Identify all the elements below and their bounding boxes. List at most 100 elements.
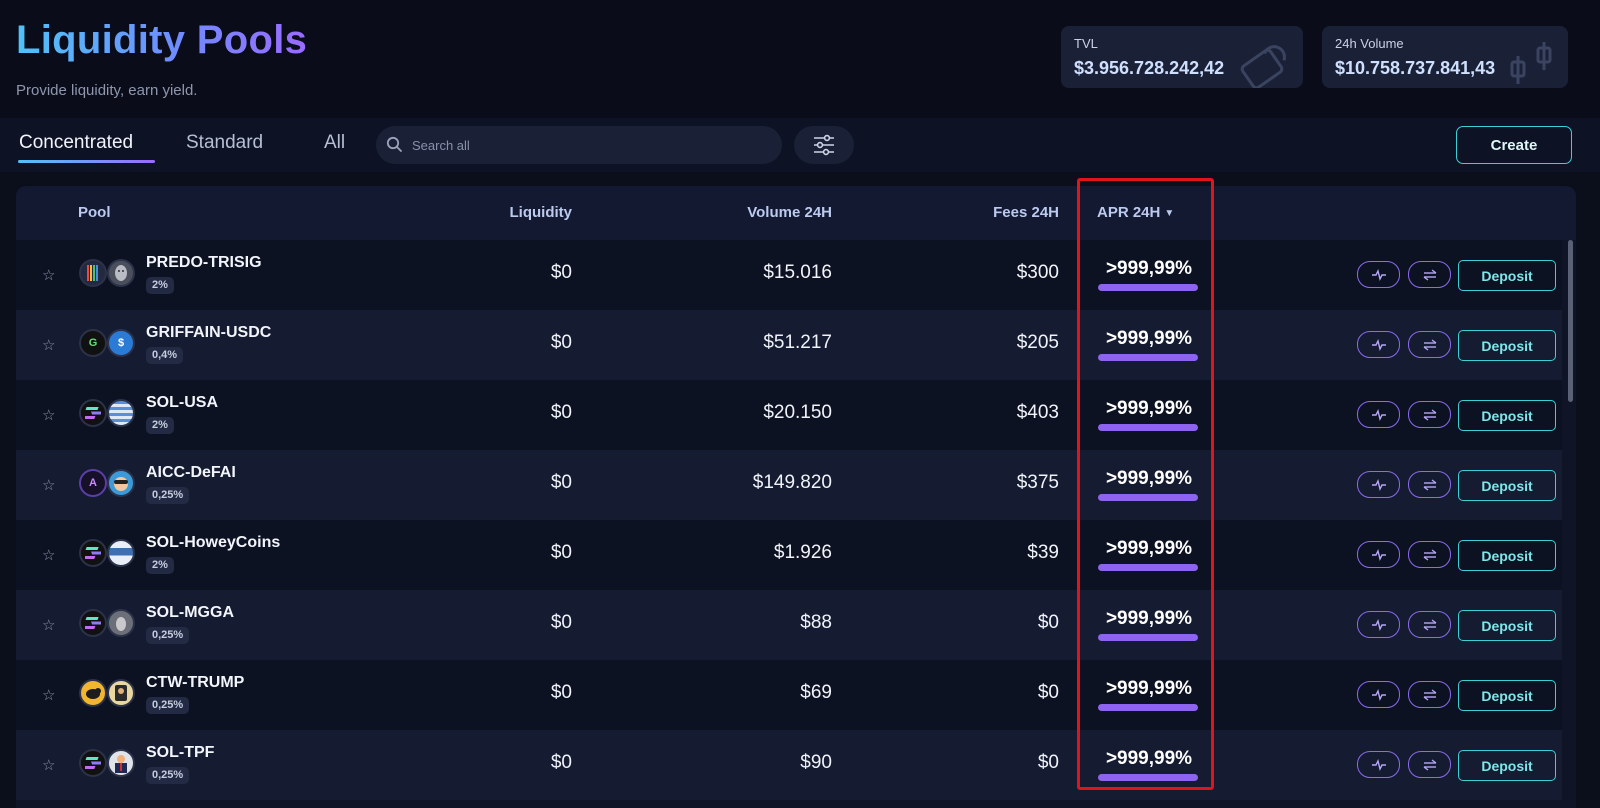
sliders-icon [814,134,834,156]
fees-value: $205 [1016,332,1059,353]
swap-icon [1423,478,1436,491]
deposit-button[interactable]: Deposit [1458,610,1556,641]
column-liquidity[interactable]: Liquidity [509,204,573,221]
chart-button[interactable] [1357,541,1400,568]
pool-name[interactable]: GRIFFAIN-USDC [146,324,272,341]
swap-button[interactable] [1408,611,1451,638]
apr-bar [1098,284,1198,291]
column-fees[interactable]: Fees 24H [993,204,1059,221]
swap-icon [1423,408,1436,421]
token-icon [79,679,107,707]
swap-button[interactable] [1408,261,1451,288]
chart-button[interactable] [1357,611,1400,638]
table-row[interactable]: ☆ CTW-TRUMP 0,25% $0 $69 $0 >999,99% Dep… [16,660,1562,730]
fee-badge: 0,25% [146,487,190,504]
swap-button[interactable] [1408,751,1451,778]
pool-name[interactable]: SOL-HoweyCoins [146,534,281,551]
star-icon[interactable]: ☆ [42,757,56,774]
pool-name[interactable]: SOL-TPF [146,744,215,761]
star-icon[interactable]: ☆ [42,547,56,564]
star-icon[interactable]: ☆ [42,407,56,424]
star-icon[interactable]: ☆ [42,267,56,284]
apr-value: >999,99% [1105,678,1193,699]
swap-icon [1423,688,1436,701]
deposit-button[interactable]: Deposit [1458,540,1556,571]
pool-name[interactable]: AICC-DeFAI [146,464,236,481]
table-row[interactable]: ☆ SOL-MGGA 0,25% $0 $88 $0 >999,99% Depo… [16,590,1562,660]
apr-value: >999,99% [1105,328,1193,349]
volume-value: $69 [800,682,832,703]
lock-icon [1240,45,1286,88]
star-icon[interactable]: ☆ [42,337,56,354]
table-row[interactable]: ☆ A AICC-DeFAI 0,25% $0 $149.820 $375 >9… [16,450,1562,520]
activity-icon [1371,478,1386,491]
fee-badge: 0,25% [146,767,190,784]
table-row[interactable]: ☆ PREDO-TRISIG 2% $0 $15.016 $300 >999,9… [16,240,1562,310]
liquidity-value: $0 [550,752,572,773]
swap-button[interactable] [1408,471,1451,498]
volume-value: $1.926 [773,542,832,563]
deposit-button[interactable]: Deposit [1458,680,1556,711]
token-icon [107,259,135,287]
swap-icon [1423,338,1436,351]
apr-bar [1098,774,1198,781]
star-icon[interactable]: ☆ [42,687,56,704]
token-icon [107,539,135,567]
deposit-button[interactable]: Deposit [1458,330,1556,361]
swap-button[interactable] [1408,541,1451,568]
pool-name[interactable]: SOL-USA [146,394,218,411]
search-box [376,126,782,164]
liquidity-value: $0 [550,542,572,563]
search-input[interactable] [412,126,772,164]
chart-button[interactable] [1357,751,1400,778]
column-pool[interactable]: Pool [78,204,111,221]
pool-name[interactable]: PREDO-TRISIG [146,254,262,271]
swap-button[interactable] [1408,331,1451,358]
chart-button[interactable] [1357,471,1400,498]
pool-name[interactable]: SOL-MGGA [146,604,234,621]
liquidity-value: $0 [550,612,572,633]
swap-button[interactable] [1408,681,1451,708]
filter-button[interactable] [794,126,854,164]
table-row[interactable]: ☆ SOL-HoweyCoins 2% $0 $1.926 $39 >999,9… [16,520,1562,590]
table-row[interactable]: ☆ SOL-TPF 0,25% $0 $90 $0 >999,99% Depos… [16,730,1562,800]
column-volume[interactable]: Volume 24H [747,204,832,221]
activity-icon [1371,338,1386,351]
fee-badge: 0,4% [146,347,184,364]
activity-icon [1371,548,1386,561]
apr-value: >999,99% [1105,538,1193,559]
deposit-button[interactable]: Deposit [1458,260,1556,291]
swap-button[interactable] [1408,401,1451,428]
table-header: Pool Liquidity Volume 24H Fees 24H APR 2… [16,186,1576,240]
apr-value: >999,99% [1105,258,1193,279]
fees-value: $0 [1037,752,1059,773]
deposit-button[interactable]: Deposit [1458,470,1556,501]
deposit-button[interactable]: Deposit [1458,750,1556,781]
table-row[interactable]: ☆ G $ GRIFFAIN-USDC 0,4% $0 $51.217 $205… [16,310,1562,380]
fee-badge: 2% [146,417,174,434]
tvl-label: TVL [1074,36,1098,51]
activity-icon [1371,408,1386,421]
chart-button[interactable] [1357,401,1400,428]
volume-card: 24h Volume $10.758.737.841,43 [1322,26,1568,88]
page-header: Liquidity Pools Provide liquidity, earn … [0,0,1600,118]
create-button[interactable]: Create [1456,126,1572,164]
fee-badge: 0,25% [146,627,190,644]
active-tab-indicator [18,160,155,163]
tvl-value: $3.956.728.242,42 [1074,58,1225,78]
chart-button[interactable] [1357,261,1400,288]
deposit-button[interactable]: Deposit [1458,400,1556,431]
pool-name[interactable]: CTW-TRUMP [146,674,245,691]
chart-button[interactable] [1357,681,1400,708]
table-row[interactable]: ☆ SOL-USA 2% $0 $20.150 $403 >999,99% De… [16,380,1562,450]
tab-all[interactable]: All [324,132,346,153]
star-icon[interactable]: ☆ [42,617,56,634]
column-apr[interactable]: APR 24H ▼ [1097,204,1174,221]
fee-badge: 0,25% [146,697,190,714]
star-icon[interactable]: ☆ [42,477,56,494]
chart-button[interactable] [1357,331,1400,358]
tab-concentrated[interactable]: Concentrated [19,132,134,153]
table-scrollbar[interactable] [1568,240,1573,402]
activity-icon [1371,758,1386,771]
tab-standard[interactable]: Standard [186,132,264,153]
